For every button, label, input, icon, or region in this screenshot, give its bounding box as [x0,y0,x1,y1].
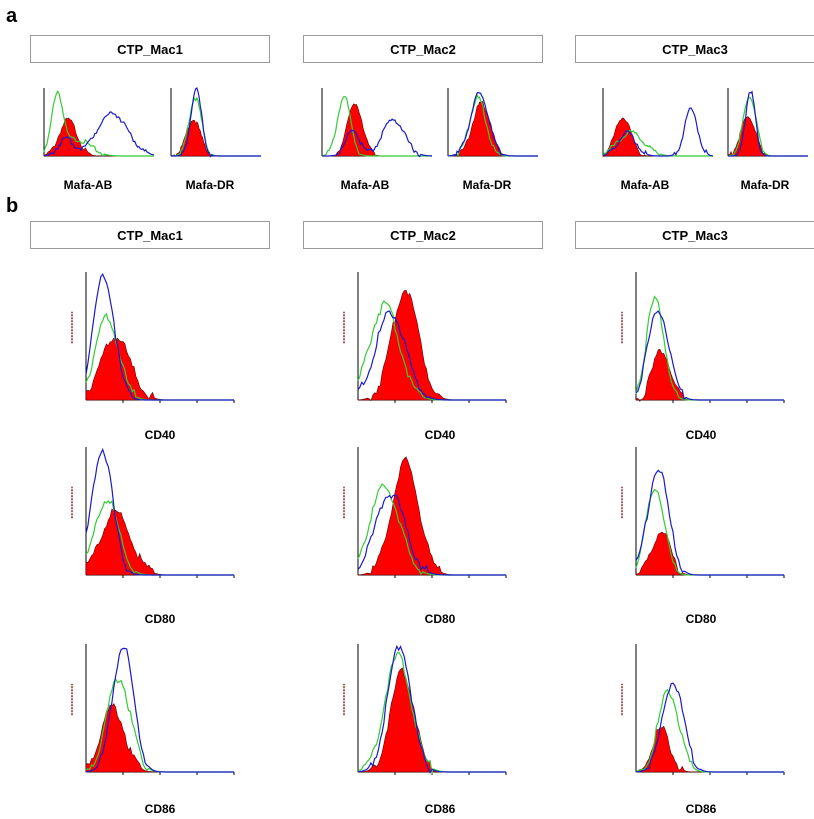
panel-b-label-mac2-cd80: CD80 [424,612,456,626]
panel-a-label-mac2-dr: Mafa-DR [462,178,512,192]
panel-a-label-mac1-ab: Mafa-AB [63,178,113,192]
blue-histogram-line [728,90,808,157]
isotype-red-histogram [357,667,506,774]
isotype-red-histogram [357,456,506,576]
panel-b-plot-mac1-cd40 [71,272,235,403]
blue-histogram-line [43,111,155,157]
panel-b-label-mac3-cd80: CD80 [685,612,717,626]
panel-a-label-mac3-ab: Mafa-AB [620,178,670,192]
panel-a-label-mac2-ab: Mafa-AB [340,178,390,192]
panel-b-label-mac3-cd86: CD86 [685,802,717,816]
blue-histogram-line [357,310,506,401]
panel-b-plot-mac3-cd40 [621,272,785,403]
panel-b-header-mac3: CTP_Mac3 [575,221,814,249]
panel-b-header-mac2: CTP_Mac2 [303,221,543,249]
panel-b-plot-mac3-cd80 [621,447,785,578]
panel-b-label-mac3-cd40: CD40 [685,428,717,442]
isotype-red-histogram [357,289,506,402]
panel-a-label-mac1-dr: Mafa-DR [185,178,235,192]
panel-a-plot-mac3-mafa-dr [727,88,808,158]
green-histogram-line [357,651,506,775]
panel-a-header-mac3: CTP_Mac3 [575,35,814,63]
blue-histogram-line [85,647,234,773]
green-histogram-line [43,90,154,157]
panel-a-header-mac2: CTP_Mac2 [303,35,543,63]
isotype-red-histogram [635,725,784,773]
isotype-red-histogram [85,508,234,576]
blue-histogram-line [602,107,714,157]
panel-b-label-mac1-cd40: CD40 [144,428,176,442]
blue-histogram-line [357,494,506,576]
panel-b-plot-mac2-cd86 [343,644,507,775]
panel-a-plot-mac2-mafa-dr [447,88,538,158]
panel-a-label-mac3-dr: Mafa-DR [740,178,790,192]
blue-histogram-line [85,447,234,576]
isotype-red-histogram [43,117,154,157]
blue-histogram-line [85,272,234,401]
panel-b-plot-mac1-cd86 [71,644,235,775]
panel-b-letter: b [6,195,19,217]
isotype-red-histogram [635,349,784,402]
isotype-red-histogram [322,103,432,157]
blue-histogram-line [171,87,261,158]
blue-histogram-line [447,91,538,157]
green-histogram-line [602,130,713,157]
panel-a-plot-mac1-mafa-ab [43,88,155,157]
isotype-red-histogram [85,337,234,401]
blue-histogram-line [635,682,784,773]
panel-b-plot-mac3-cd86 [621,644,785,775]
panel-b-label-mac1-cd80: CD80 [144,612,176,626]
panel-a-letter: a [6,5,18,27]
isotype-red-histogram [447,100,538,158]
isotype-red-histogram [85,703,234,773]
blue-histogram-line [635,469,784,576]
panel-a-plot-mac1-mafa-dr [170,87,261,158]
panel-b-label-mac2-cd86: CD86 [424,802,456,816]
blue-histogram-line [357,644,506,774]
isotype-red-histogram [170,119,261,157]
blue-histogram-line [635,310,784,401]
panel-b-header-mac1: CTP_Mac1 [30,221,270,249]
panel-a-header-mac1: CTP_Mac1 [30,35,270,63]
panel-b-plot-mac2-cd40 [343,272,507,403]
green-histogram-line [321,96,432,157]
panel-b-label-mac1-cd86: CD86 [144,802,176,816]
isotype-red-histogram [635,531,784,576]
panel-b-plot-mac2-cd80 [343,447,507,578]
panel-a-plot-mac3-mafa-ab [602,88,714,158]
panel-a-plot-mac2-mafa-ab [321,88,432,158]
panel-b-plot-mac1-cd80 [71,447,235,578]
panel-b-label-mac2-cd40: CD40 [424,428,456,442]
blue-histogram-line [322,118,432,158]
